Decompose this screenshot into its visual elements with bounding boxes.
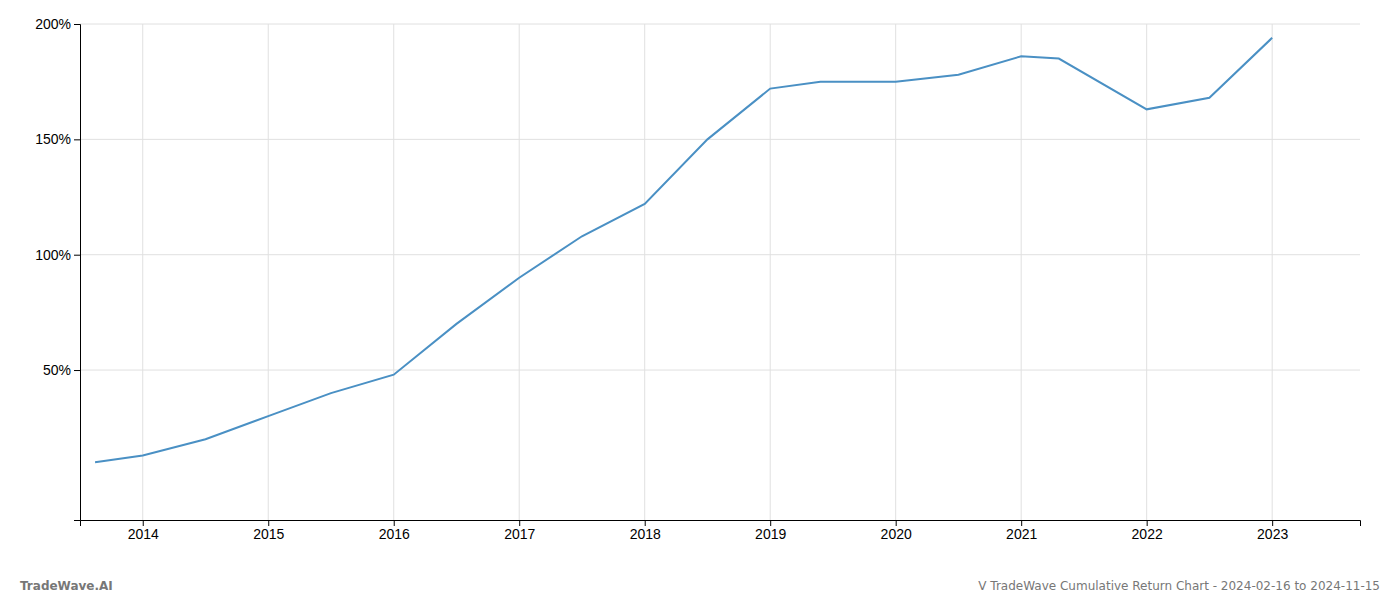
x-tick: 2023 <box>1257 520 1288 542</box>
line <box>95 38 1272 462</box>
grid-line <box>80 370 1360 371</box>
y-tick-mark <box>74 370 80 371</box>
grid-line <box>1146 24 1147 520</box>
y-tick: 200% <box>35 16 80 32</box>
x-tick-label: 2017 <box>504 526 535 542</box>
grid-line <box>268 24 269 520</box>
x-tick: 2018 <box>630 520 661 542</box>
y-axis-line <box>74 25 81 521</box>
y-tick-mark <box>74 255 80 256</box>
grid <box>80 24 1360 520</box>
x-tick-label: 2023 <box>1257 526 1288 542</box>
grid-line <box>393 24 394 520</box>
y-axis: 50% 100% 150% 200% <box>35 16 80 521</box>
x-tick-label: 2020 <box>881 526 912 542</box>
y-tick: 50% <box>43 362 80 378</box>
x-tick: 2017 <box>504 520 535 542</box>
footer: V TradeWave Cumulative Return Chart - 20… <box>978 579 1380 593</box>
y-tick-label: 200% <box>35 16 71 32</box>
x-tick: 2016 <box>379 520 410 542</box>
grid-line <box>142 24 143 520</box>
y-tick: 100% <box>35 247 80 263</box>
x-tick-label: 2022 <box>1132 526 1163 542</box>
grid-line <box>80 24 1360 25</box>
grid-line <box>770 24 771 520</box>
grid-line <box>644 24 645 520</box>
y-tick-mark <box>74 24 80 25</box>
chart: 2014 2015 2016 2017 2018 2019 2020 2021 2022 2023… <box>0 0 1400 600</box>
grid-line <box>895 24 896 520</box>
x-tick-label: 2015 <box>253 526 284 542</box>
grid-line <box>1021 24 1022 520</box>
grid-line <box>1272 24 1273 520</box>
x-tick: 2014 <box>128 520 159 542</box>
y-tick-label: 100% <box>35 247 71 263</box>
x-tick: 2022 <box>1132 520 1163 542</box>
y-tick-mark <box>74 139 80 140</box>
x-tick-label: 2016 <box>379 526 410 542</box>
grid-line <box>80 254 1360 255</box>
x-tick: 2015 <box>253 520 284 542</box>
x-axis: 2014 2015 2016 2017 2018 2019 2020 2021 2022 2023 <box>81 520 1361 542</box>
footer: TradeWave.AI <box>20 579 113 593</box>
x-tick-label: 2019 <box>755 526 786 542</box>
marks <box>95 38 1272 462</box>
y-tick-label: 150% <box>35 131 71 147</box>
x-tick-label: 2014 <box>128 526 159 542</box>
x-tick: 2019 <box>755 520 786 542</box>
x-tick-label: 2018 <box>630 526 661 542</box>
x-tick: 2021 <box>1006 520 1037 542</box>
y-tick-label: 50% <box>43 362 71 378</box>
grid-line <box>80 139 1360 140</box>
x-tick-label: 2021 <box>1006 526 1037 542</box>
y-tick: 150% <box>35 131 80 147</box>
plot: 2014 2015 2016 2017 2018 2019 2020 2021 2022 2023… <box>35 16 1360 542</box>
x-tick: 2020 <box>881 520 912 542</box>
grid-line <box>519 24 520 520</box>
